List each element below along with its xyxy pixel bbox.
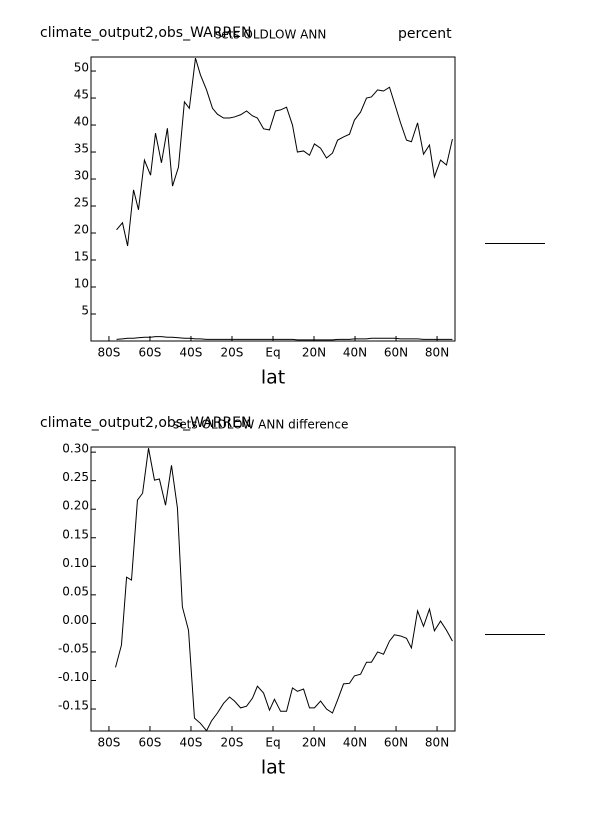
x-tick-label: 80N [425,346,449,360]
chart-subtitle: sets OLDLOW ANN difference [173,418,348,432]
plot-frame [90,446,456,732]
y-tick-label: 20 [74,223,89,237]
x-axis-label: lat [261,367,285,389]
x-tick-label: 40N [343,346,367,360]
plot-frame [90,56,456,342]
data-line [116,336,453,341]
y-tick-label: 40 [74,115,89,129]
y-tick-label: 0.30 [62,442,89,456]
x-tick-label: 80N [425,736,449,750]
x-tick-label: 20S [221,736,244,750]
y-tick-label: 0.05 [62,584,89,598]
data-line [116,57,453,247]
y-tick-label: -0.05 [58,641,89,655]
x-tick-label: 60N [384,736,408,750]
x-tick-label: 20S [221,346,244,360]
y-tick-label: 0.00 [62,613,89,627]
x-tick-label: Eq [265,346,280,360]
y-tick-label: 0.25 [62,470,89,484]
y-tick-label: 30 [74,169,89,183]
y-tick-label: 35 [74,142,89,156]
x-tick-label: 40S [180,736,203,750]
x-tick-label: Eq [265,736,280,750]
y-tick-label: 25 [74,196,89,210]
x-tick-label: 60S [139,346,162,360]
x-axis-label: lat [261,757,285,779]
y-tick-label: 15 [74,250,89,264]
y-tick-label: -0.10 [58,670,89,684]
y-tick-label: 5 [81,304,89,318]
x-tick-label: 60N [384,346,408,360]
x-tick-label: 80S [97,736,120,750]
x-tick-label: 40S [180,346,203,360]
data-line [115,448,453,732]
chart-title: climate_output2,obs_WARREN [40,25,252,41]
chart-title: climate_output2,obs_WARREN [40,415,252,431]
units-label: percent [398,26,452,42]
x-tick-label: 40N [343,736,367,750]
y-tick-label: 0.20 [62,499,89,513]
x-tick-label: 20N [302,736,326,750]
x-tick-label: 20N [302,346,326,360]
y-tick-label: 50 [74,61,89,75]
y-tick-label: 45 [74,88,89,102]
y-tick-label: 10 [74,277,89,291]
x-tick-label: 60S [139,736,162,750]
y-tick-label: 0.10 [62,556,89,570]
x-tick-label: 80S [97,346,120,360]
y-tick-label: 0.15 [62,527,89,541]
y-tick-label: -0.15 [58,699,89,713]
chart-subtitle: sets OLDLOW ANN [215,28,326,42]
